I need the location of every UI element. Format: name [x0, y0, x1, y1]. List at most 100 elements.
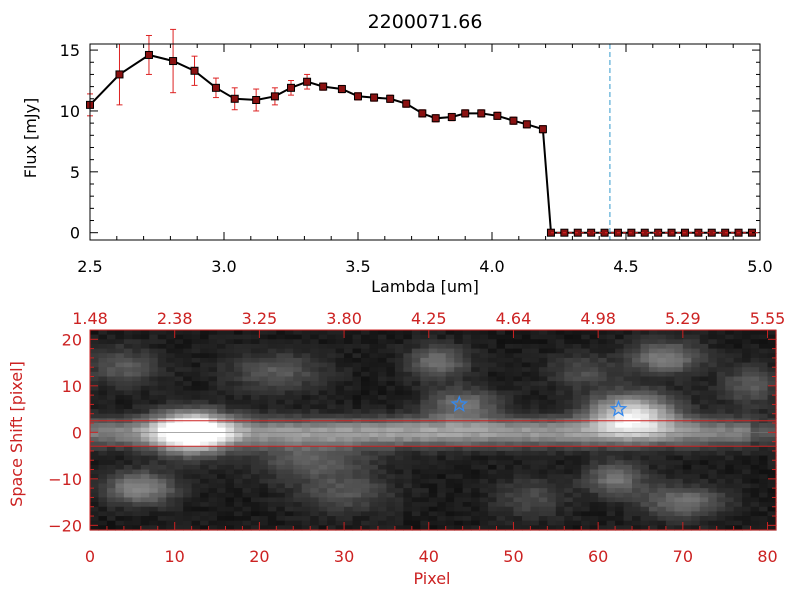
image-pixel [310, 474, 320, 480]
image-pixel [488, 334, 498, 340]
image-pixel [386, 497, 396, 503]
image-pixel [538, 385, 548, 392]
image-pixel [310, 381, 320, 387]
image-pixel [428, 511, 438, 517]
image-pixel [403, 343, 413, 350]
image-pixel [632, 395, 642, 401]
image-pixel [581, 334, 591, 340]
image-pixel [725, 506, 735, 512]
image-pixel [716, 464, 726, 471]
image-pixel [708, 343, 718, 350]
image-pixel [123, 409, 133, 415]
image-pixel [123, 362, 133, 368]
image-pixel [301, 381, 311, 387]
image-pixel [488, 455, 498, 461]
image-pixel [386, 478, 396, 485]
image-pixel [538, 330, 548, 336]
image-pixel [437, 520, 447, 526]
image-pixel [284, 520, 294, 526]
image-pixel [242, 469, 252, 475]
image-pixel [564, 409, 574, 415]
image-pixel [462, 464, 472, 471]
image-pixel [674, 357, 684, 364]
image-pixel [759, 436, 769, 443]
image-pixel [106, 492, 117, 499]
image-pixel [149, 432, 159, 438]
image-pixel [394, 353, 404, 359]
image-pixel [259, 353, 269, 359]
image-pixel [200, 413, 210, 419]
image-pixel [555, 450, 565, 457]
image-pixel [496, 432, 506, 438]
image-pixel [301, 478, 311, 485]
image-pixel [90, 362, 100, 368]
image-pixel [361, 381, 371, 387]
image-pixel [640, 334, 650, 340]
image-pixel [259, 334, 269, 340]
image-pixel [242, 450, 252, 457]
image-pixel [98, 385, 108, 392]
image-pixel [267, 339, 277, 345]
image-pixel [488, 330, 498, 336]
image-pixel [445, 399, 455, 406]
image-pixel [310, 436, 320, 443]
data-point [447, 113, 456, 122]
image-pixel [250, 381, 260, 387]
image-pixel [225, 367, 235, 373]
image-pixel [725, 497, 735, 503]
image-pixel [699, 525, 709, 531]
image-pixel [157, 334, 167, 340]
wavelength-tick-label: 3.80 [326, 309, 362, 328]
image-pixel [513, 413, 523, 419]
image-pixel [361, 432, 371, 438]
image-pixel [344, 483, 354, 489]
image-pixel [716, 483, 726, 489]
image-pixel [555, 330, 565, 336]
image-pixel [200, 409, 210, 415]
image-pixel [521, 436, 531, 443]
image-pixel [284, 367, 294, 373]
image-pixel [471, 478, 481, 485]
image-pixel [132, 343, 142, 350]
image-pixel [521, 348, 531, 354]
image-pixel [276, 436, 286, 443]
image-pixel [352, 469, 362, 475]
image-pixel [759, 460, 769, 466]
image-pixel [106, 441, 117, 447]
wavelength-tick-label: 4.64 [496, 309, 532, 328]
image-pixel [632, 520, 642, 526]
image-pixel [454, 525, 464, 531]
image-pixel [759, 478, 769, 485]
image-pixel [538, 516, 548, 522]
image-pixel [606, 371, 616, 378]
image-pixel [420, 362, 430, 368]
image-pixel [217, 511, 227, 517]
image-pixel [267, 446, 277, 452]
image-pixel [564, 441, 574, 447]
image-pixel [750, 446, 760, 452]
image-pixel [225, 502, 235, 508]
image-pixel [665, 339, 675, 345]
image-pixel [191, 516, 201, 522]
image-pixel [555, 474, 565, 480]
image-pixel [217, 455, 227, 461]
image-pixel [521, 525, 531, 531]
image-pixel [123, 460, 133, 466]
image-pixel [411, 525, 421, 531]
image-pixel [530, 395, 540, 401]
image-pixel [318, 376, 328, 382]
image-pixel [310, 330, 320, 336]
image-pixel [725, 427, 735, 433]
image-pixel [488, 371, 498, 378]
image-pixel [394, 427, 404, 433]
image-pixel [581, 385, 591, 392]
image-pixel [555, 464, 565, 471]
image-pixel [479, 330, 489, 336]
image-pixel [267, 376, 277, 382]
image-pixel [665, 330, 675, 336]
image-pixel [504, 399, 515, 406]
image-pixel [115, 441, 125, 447]
image-pixel [513, 376, 523, 382]
image-pixel [674, 409, 684, 415]
image-pixel [140, 502, 150, 508]
